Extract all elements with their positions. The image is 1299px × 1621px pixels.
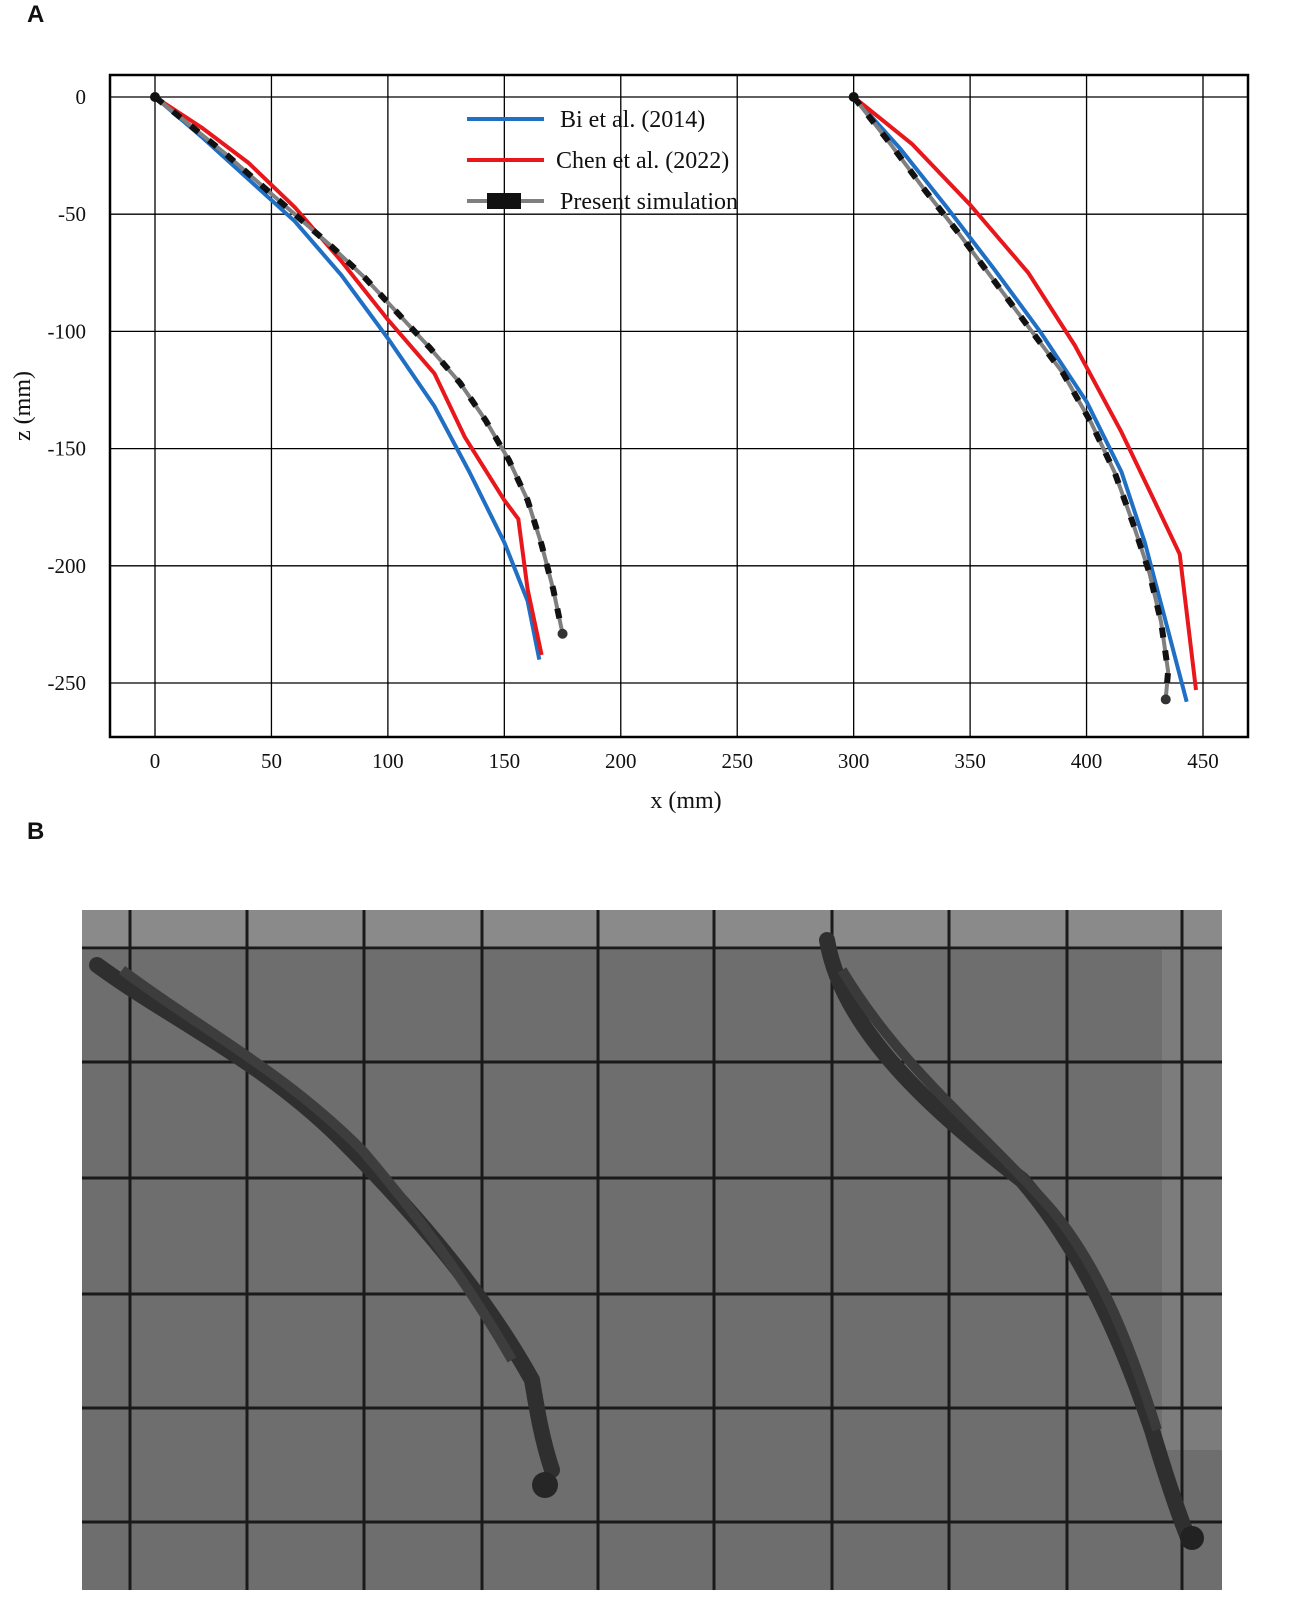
series-dash-present-simulation	[153, 94, 566, 635]
legend: Bi et al. (2014) Chen et al. (2022) Presen…	[467, 107, 738, 215]
series-line-bi-2014	[852, 95, 1189, 703]
trajectory-chart: 0 50 100 150 200 250 300 350 400 450 0 -50 -100 -150 -…	[10, 73, 1250, 814]
experiment-photo	[82, 910, 1222, 1590]
series-end-marker	[1160, 694, 1171, 705]
x-tick-label: 350	[954, 749, 986, 773]
legend-label: Chen et al. (2022)	[556, 148, 729, 174]
grid-lines	[110, 75, 1248, 737]
photo-background	[82, 910, 1222, 1590]
x-tick-label: 450	[1187, 749, 1219, 773]
photo-right-body	[819, 932, 1195, 1543]
photo-top-strip	[82, 910, 1222, 950]
series-end-marker	[150, 92, 160, 102]
panel-label-a: A	[27, 1, 45, 28]
panel-label-b: B	[27, 818, 45, 845]
photo-left-tip	[532, 1472, 558, 1498]
legend-label: Present simulation	[560, 189, 738, 215]
series-dash-present-simulation	[851, 95, 1172, 700]
photo-left-body-shadow	[119, 965, 517, 1363]
y-tick-label: -200	[48, 554, 87, 578]
series-line-present-simulation	[852, 95, 1171, 700]
x-tick-label: 200	[605, 749, 637, 773]
photo-right-tip	[1180, 1526, 1204, 1550]
y-tick-label: -150	[48, 437, 87, 461]
legend-marker-present-simulation	[487, 193, 521, 209]
series-line-present-simulation	[153, 95, 565, 635]
series-layer	[150, 92, 1198, 705]
x-tick-label: 300	[838, 749, 870, 773]
legend-label: Bi et al. (2014)	[560, 107, 705, 133]
series-line-bi-2014	[153, 95, 542, 660]
y-tick-label: -100	[48, 319, 87, 343]
x-tick-label: 250	[721, 749, 753, 773]
x-tick-label: 0	[150, 749, 161, 773]
series-line-chen-2022	[852, 95, 1198, 691]
x-axis-title: x (mm)	[650, 788, 721, 814]
y-tick-label: -50	[58, 202, 86, 226]
y-tick-label: -250	[48, 671, 87, 695]
x-tick-label: 100	[372, 749, 404, 773]
x-tick-label: 150	[489, 749, 521, 773]
y-axis-title: z (mm)	[10, 371, 36, 441]
series-line-chen-2022	[153, 95, 544, 656]
series-end-marker	[848, 92, 859, 102]
plot-frame	[108, 73, 1250, 739]
axes-layer: 0 50 100 150 200 250 300 350 400 450 0 -50 -100 -150 -…	[10, 73, 1250, 814]
y-tick-label: 0	[76, 85, 87, 109]
x-tick-label: 400	[1071, 749, 1103, 773]
series-end-marker	[557, 628, 568, 639]
photo-right-strip	[1162, 950, 1222, 1450]
x-tick-label: 50	[261, 749, 282, 773]
photo-right-body-shadow	[837, 967, 1162, 1432]
